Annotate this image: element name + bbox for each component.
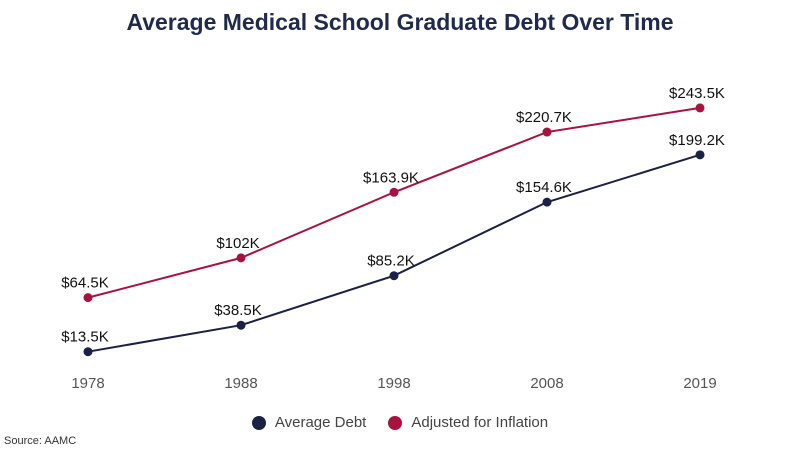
data-label: $199.2K bbox=[669, 132, 725, 149]
data-point bbox=[83, 347, 93, 357]
legend-label: Adjusted for Inflation bbox=[411, 414, 549, 431]
legend-label: Average Debt bbox=[274, 414, 367, 431]
data-point bbox=[542, 197, 552, 207]
data-point bbox=[389, 271, 399, 281]
data-label: $163.9K bbox=[363, 169, 419, 186]
data-label: $13.5K bbox=[61, 329, 109, 346]
data-label: $64.5K bbox=[61, 275, 109, 292]
source-note: Source: AAMC bbox=[4, 435, 77, 447]
data-label: $38.5K bbox=[214, 302, 262, 319]
x-axis-ticks: 1978 1988 1998 2008 2019 bbox=[71, 375, 716, 392]
x-tick-label: 1988 bbox=[224, 375, 257, 392]
legend-item: Average Debt bbox=[251, 414, 367, 431]
legend-marker bbox=[251, 415, 266, 430]
data-point bbox=[83, 293, 93, 303]
series-lines bbox=[87, 106, 701, 353]
data-point bbox=[236, 253, 246, 263]
x-tick-label: 2008 bbox=[530, 375, 563, 392]
legend-item: Adjusted for Inflation bbox=[388, 414, 548, 431]
x-tick-label: 1998 bbox=[377, 375, 410, 392]
x-tick-label: 1978 bbox=[71, 375, 104, 392]
legend: Average Debt Adjusted for Inflation bbox=[0, 414, 800, 431]
x-tick-label: 2019 bbox=[683, 375, 716, 392]
data-point bbox=[236, 320, 246, 330]
data-point bbox=[695, 103, 705, 113]
data-labels: $13.5K $38.5K $85.2K $154.6K $199.2K $64.5K $1… bbox=[61, 85, 725, 346]
data-label: $220.7K bbox=[516, 109, 572, 126]
data-label: $243.5K bbox=[669, 85, 725, 102]
data-label: $102K bbox=[216, 235, 259, 252]
legend-marker bbox=[388, 415, 403, 430]
chart-title: Average Medical School Graduate Debt Ove… bbox=[126, 9, 674, 35]
data-point bbox=[695, 150, 705, 160]
data-label: $85.2K bbox=[367, 253, 415, 270]
series-points bbox=[83, 103, 705, 357]
data-label: $154.6K bbox=[516, 179, 572, 196]
data-point bbox=[542, 127, 552, 137]
data-point bbox=[389, 187, 399, 197]
